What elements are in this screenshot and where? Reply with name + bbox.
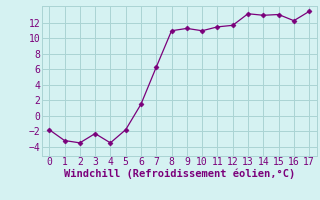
X-axis label: Windchill (Refroidissement éolien,°C): Windchill (Refroidissement éolien,°C) [64,169,295,179]
